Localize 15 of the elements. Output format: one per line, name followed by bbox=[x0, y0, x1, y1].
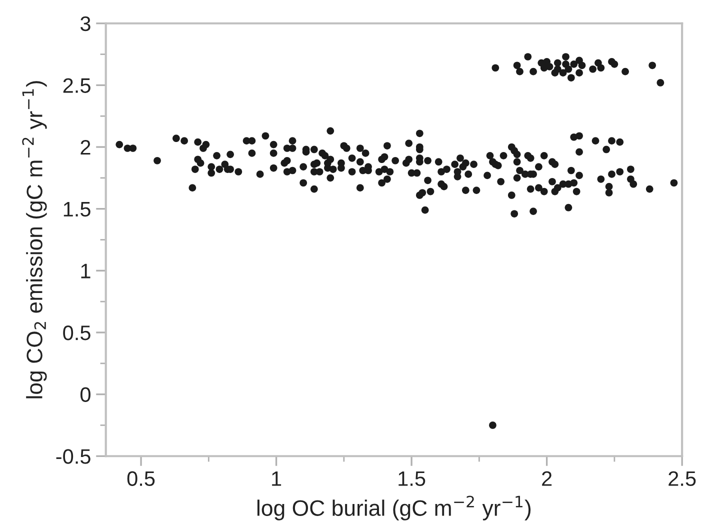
y-tick-label: 0.5 bbox=[63, 325, 90, 340]
y-axis-title: log CO$_{2}$ emission (gC m$^{−2}$ yr$^{−1}$) bbox=[22, 81, 47, 398]
x-tick-label: 2 bbox=[542, 471, 552, 486]
x-tick-label: 1.5 bbox=[398, 471, 426, 486]
y-tick-label: 1 bbox=[81, 264, 90, 278]
y-tick-label: 2.5 bbox=[63, 78, 90, 93]
y-tick-label: -0.5 bbox=[56, 449, 90, 464]
y-tick-label: 2 bbox=[80, 140, 90, 155]
y-tick-label: 1.5 bbox=[64, 202, 90, 217]
y-tick-label: 3 bbox=[80, 16, 90, 32]
x-tick-label: 1 bbox=[272, 471, 282, 486]
y-tick-label: 0 bbox=[80, 387, 90, 402]
x-tick-label: 0.5 bbox=[127, 471, 155, 486]
x-axis-title: log OC burial (gC m$^{−2}$ yr$^{−1}$) bbox=[257, 496, 531, 520]
x-tick-label: 2.5 bbox=[668, 471, 696, 486]
